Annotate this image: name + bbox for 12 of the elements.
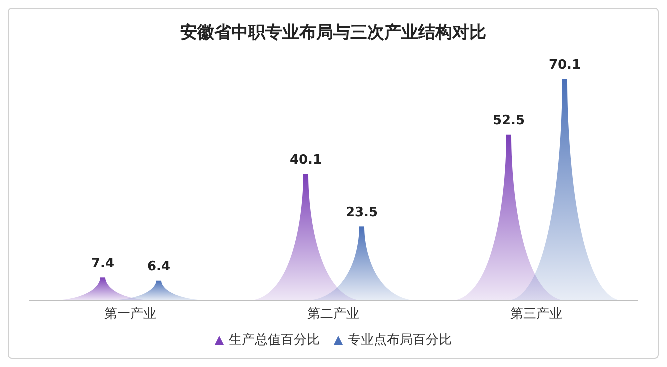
legend-label: 专业点布局百分比 bbox=[348, 332, 452, 349]
x-tick-label: 第一产业 bbox=[104, 307, 156, 322]
data-label: 52.5 bbox=[492, 114, 526, 129]
legend-label: 生产总值百分比 bbox=[229, 332, 320, 349]
x-tick-label: 第二产业 bbox=[308, 307, 360, 322]
data-label: 70.1 bbox=[548, 58, 582, 73]
chart-title: 安徽省中职专业布局与三次产业结构对比 bbox=[180, 22, 488, 45]
x-tick-label: 第三产业 bbox=[510, 307, 562, 322]
data-label: 23.5 bbox=[346, 206, 378, 221]
data-label: 6.4 bbox=[147, 260, 171, 275]
data-label: 40.1 bbox=[290, 153, 322, 168]
data-label: 7.4 bbox=[91, 256, 115, 272]
